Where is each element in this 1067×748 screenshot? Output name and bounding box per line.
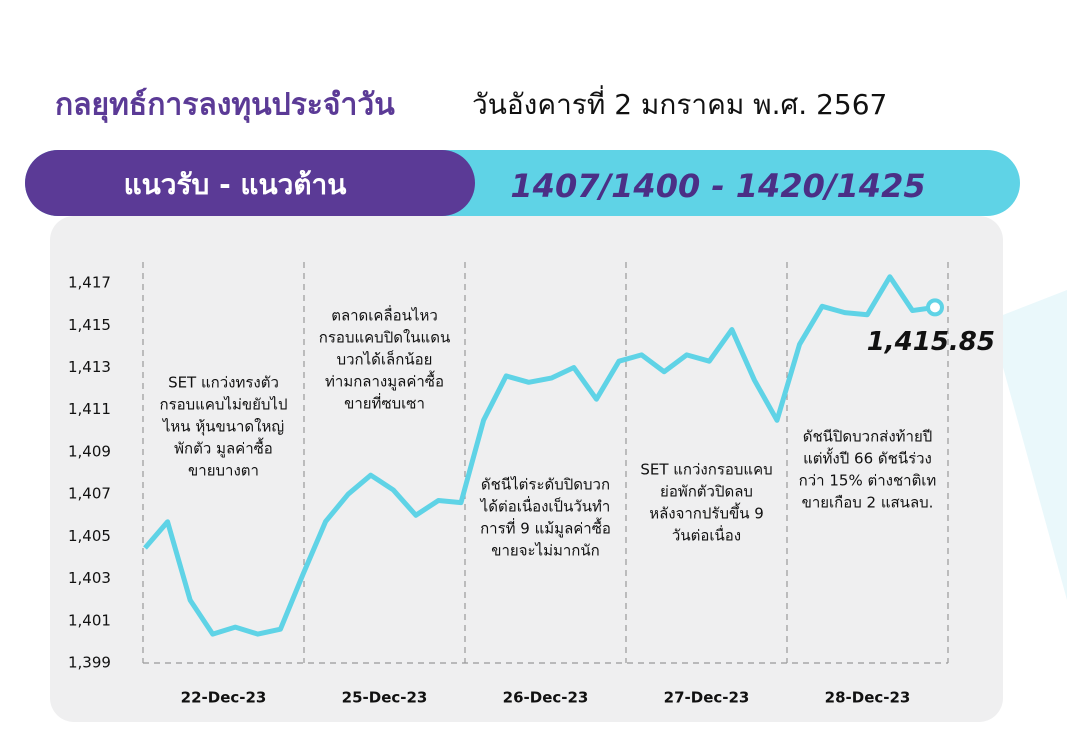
x-tick-label: 26-Dec-23 bbox=[503, 689, 589, 707]
last-point bbox=[926, 298, 944, 317]
annotation: ท่ามกลางมูลค่าซื้อ bbox=[325, 371, 444, 391]
banner-label: แนวรับ - แนวต้าน bbox=[124, 168, 347, 201]
annotation: ดัชนีไต่ระดับปิดบวก bbox=[481, 476, 610, 494]
annotation: SET แกว่งกรอบแคบ bbox=[640, 461, 772, 479]
x-tick-label: 25-Dec-23 bbox=[342, 689, 428, 707]
x-tick-label: 22-Dec-23 bbox=[181, 689, 267, 707]
annotation: กว่า 15% ต่างชาติเท bbox=[799, 472, 937, 490]
annotation: วันต่อเนื่อง bbox=[672, 525, 741, 545]
annotation: ขายเกือบ 2 แสนลบ. bbox=[802, 494, 934, 512]
chart-panel bbox=[50, 216, 1003, 722]
y-tick-label: 1,413 bbox=[68, 358, 111, 376]
x-tick-label: 28-Dec-23 bbox=[825, 689, 911, 707]
y-tick-label: 1,403 bbox=[68, 569, 111, 587]
y-tick-label: 1,417 bbox=[68, 274, 111, 292]
annotation: ได้ต่อเนื่องเป็นวันทำ bbox=[480, 496, 611, 516]
annotation: ขายที่ซบเซา bbox=[344, 393, 425, 413]
annotation: แต่ทั้งปี 66 ดัชนีร่วง bbox=[803, 448, 932, 468]
x-tick-label: 27-Dec-23 bbox=[664, 689, 750, 707]
annotation: กรอบแคบไม่ขยับไป bbox=[160, 396, 288, 414]
annotation: พักตัว มูลค่าซื้อ bbox=[174, 438, 273, 458]
y-tick-label: 1,405 bbox=[68, 527, 111, 545]
annotation: หลังจากปรับขึ้น 9 bbox=[649, 503, 764, 523]
annotation: กรอบแคบปิดในแดน bbox=[319, 329, 450, 347]
y-tick-label: 1,415 bbox=[68, 316, 111, 334]
banner-left bbox=[25, 150, 475, 216]
annotation: ไหน หุ้นขนาดใหญ่ bbox=[162, 418, 284, 437]
y-tick-label: 1,411 bbox=[68, 400, 111, 418]
annotation: ตลาดเคลื่อนไหว bbox=[331, 305, 438, 325]
value-label: 1,415.85 bbox=[867, 327, 995, 357]
y-tick-label: 1,401 bbox=[68, 611, 111, 629]
title: กลยุทธ์การลงทุนประจำวัน bbox=[55, 88, 395, 124]
annotation: ขายบางตา bbox=[188, 462, 259, 480]
y-tick-label: 1,407 bbox=[68, 485, 111, 503]
annotation: ขายจะไม่มากนัก bbox=[491, 542, 599, 560]
annotation: บวกได้เล็กน้อย bbox=[337, 350, 433, 369]
date: วันอังคารที่ 2 มกราคม พ.ศ. 2567 bbox=[472, 85, 887, 121]
price-line bbox=[143, 274, 936, 637]
decor bbox=[990, 290, 1067, 600]
banner-levels: 1407/1400 - 1420/1425 bbox=[510, 167, 925, 205]
annotation: ย่อพักตัวปิดลบ bbox=[660, 483, 753, 501]
annotation: SET แกว่งทรงตัว bbox=[168, 374, 279, 392]
y-tick-label: 1,409 bbox=[68, 442, 111, 460]
annotation: การที่ 9 แม้มูลค่าซื้อ bbox=[480, 518, 611, 538]
annotation: ดัชนีปิดบวกส่งท้ายปี bbox=[803, 428, 933, 446]
y-tick-label: 1,399 bbox=[68, 654, 111, 672]
